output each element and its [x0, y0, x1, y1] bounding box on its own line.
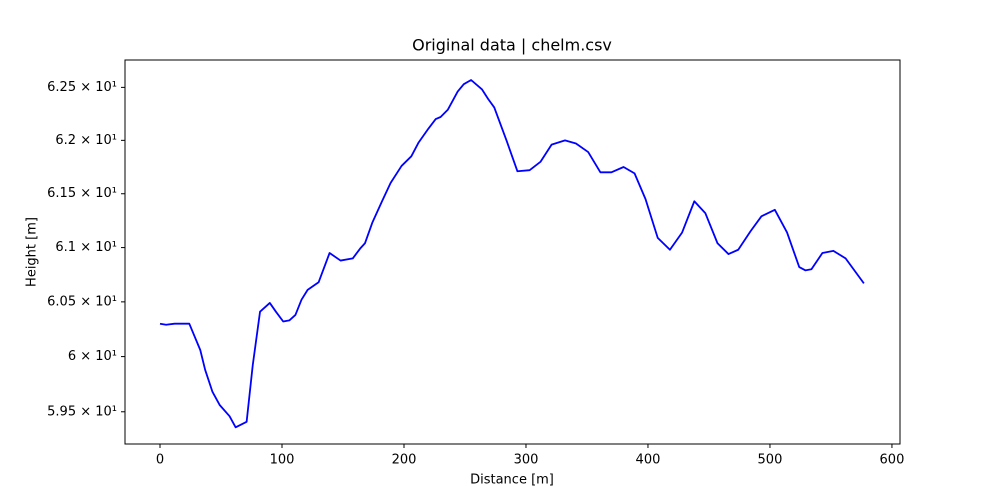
axes-frame — [124, 59, 901, 445]
y-tick-label: 6 × 10¹ — [68, 349, 117, 364]
y-tick-label: 6.15 × 10¹ — [47, 186, 117, 201]
x-tick-label: 600 — [880, 453, 905, 468]
y-tick-label: 6.05 × 10¹ — [47, 294, 117, 309]
x-tick-label: 100 — [270, 453, 295, 468]
y-tick-label: 6.2 × 10¹ — [55, 133, 117, 148]
data-line — [159, 79, 865, 429]
y-tick-label: 5.95 × 10¹ — [47, 404, 117, 419]
x-tick-label: 500 — [758, 453, 783, 468]
x-tick-label: 400 — [636, 453, 661, 468]
x-tick-label: 300 — [514, 453, 539, 468]
x-tick-label: 200 — [392, 453, 417, 468]
x-axis-label: Distance [m] — [470, 473, 554, 488]
y-tick-label: 6.1 × 10¹ — [55, 240, 117, 255]
y-tick-label: 6.25 × 10¹ — [47, 80, 117, 95]
x-tick-label: 0 — [156, 453, 164, 468]
chart-title: Original data | chelm.csv — [412, 36, 612, 55]
y-axis-label: Height [m] — [25, 217, 40, 287]
